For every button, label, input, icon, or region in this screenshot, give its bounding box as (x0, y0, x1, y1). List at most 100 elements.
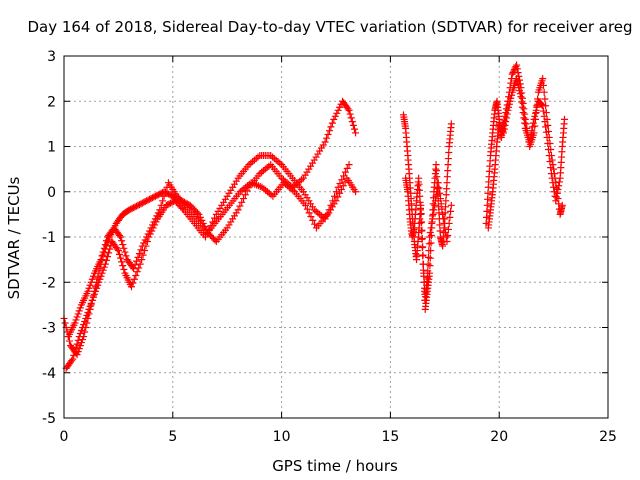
data-point (444, 155, 452, 163)
data-point (548, 174, 556, 182)
data-point (118, 237, 126, 245)
data-point (527, 130, 535, 138)
y-tick-label: -1 (42, 230, 56, 246)
data-point (178, 204, 186, 212)
data-point (311, 220, 319, 228)
data-point (417, 219, 425, 227)
data-point (328, 119, 336, 127)
data-points (60, 61, 568, 372)
data-point (502, 114, 510, 122)
data-point (558, 201, 566, 209)
data-point (520, 114, 528, 122)
data-point (447, 201, 455, 209)
data-point (76, 330, 84, 338)
data-point (518, 98, 526, 106)
data-point (99, 266, 107, 274)
data-point (88, 296, 96, 304)
data-point (445, 219, 453, 227)
data-point (134, 253, 142, 261)
data-point (336, 103, 344, 111)
data-point (114, 247, 122, 255)
data-point (327, 123, 335, 131)
data-point (150, 218, 158, 226)
data-point (151, 215, 159, 223)
data-point (431, 201, 439, 209)
data-point (349, 121, 357, 129)
data-point (515, 84, 523, 92)
data-point (334, 183, 342, 191)
data-point (72, 316, 80, 324)
data-point (136, 260, 144, 268)
data-point (146, 227, 154, 235)
data-point (517, 93, 525, 101)
data-point (75, 307, 83, 315)
data-point (432, 192, 440, 200)
data-point (505, 100, 513, 108)
data-point (336, 179, 344, 187)
data-point (432, 167, 440, 175)
data-point (97, 272, 105, 280)
series-sat-g (484, 75, 568, 232)
data-point (516, 90, 524, 98)
data-point (143, 233, 151, 241)
data-point (483, 201, 491, 209)
data-point (119, 241, 127, 249)
data-point (547, 164, 555, 172)
data-point (73, 340, 81, 348)
data-point (444, 161, 452, 169)
data-point (88, 275, 96, 283)
data-point (541, 95, 549, 103)
data-point (436, 227, 444, 235)
data-point (120, 265, 128, 273)
data-point (85, 305, 93, 313)
data-point (75, 345, 83, 353)
data-point (95, 278, 103, 286)
x-tick-label: 25 (599, 429, 617, 445)
data-point (428, 219, 436, 227)
data-point (444, 231, 452, 239)
data-point (544, 139, 552, 147)
data-point (540, 112, 548, 120)
data-point (93, 284, 101, 292)
data-point (441, 224, 449, 232)
data-point (138, 256, 146, 264)
data-point (135, 264, 143, 272)
data-point (497, 123, 505, 131)
data-point (529, 123, 537, 131)
data-point (156, 206, 164, 214)
x-tick-label: 5 (168, 429, 177, 445)
data-point (238, 198, 246, 206)
data-point (334, 193, 342, 201)
data-point (436, 189, 444, 197)
data-point (159, 197, 167, 205)
data-point (428, 215, 436, 223)
data-point (424, 260, 432, 268)
data-point (350, 125, 358, 133)
data-point (539, 81, 547, 89)
data-point (129, 279, 137, 287)
y-tick-label: -3 (42, 321, 56, 337)
data-point (309, 216, 317, 224)
y-axis-title: SDTVAR / TECUs (5, 176, 23, 299)
data-point (447, 207, 455, 215)
y-tick-label: 2 (47, 94, 56, 110)
data-point (347, 114, 355, 122)
data-point (436, 221, 444, 229)
data-point (443, 179, 451, 187)
data-point (77, 327, 85, 335)
data-point (83, 311, 91, 319)
data-point (325, 127, 333, 135)
data-point (345, 161, 353, 169)
data-point (70, 351, 78, 359)
chart-title: Day 164 of 2018, Sidereal Day-to-day VTE… (27, 18, 632, 36)
data-point (554, 185, 562, 193)
data-point (438, 205, 446, 213)
data-point (500, 125, 508, 133)
data-point (130, 265, 138, 273)
data-point (324, 130, 332, 138)
data-point (100, 244, 108, 252)
data-point (555, 182, 563, 190)
data-point (495, 120, 503, 128)
x-tick-labels: 0 5 10 15 20 25 (60, 429, 617, 445)
data-point (435, 209, 443, 217)
